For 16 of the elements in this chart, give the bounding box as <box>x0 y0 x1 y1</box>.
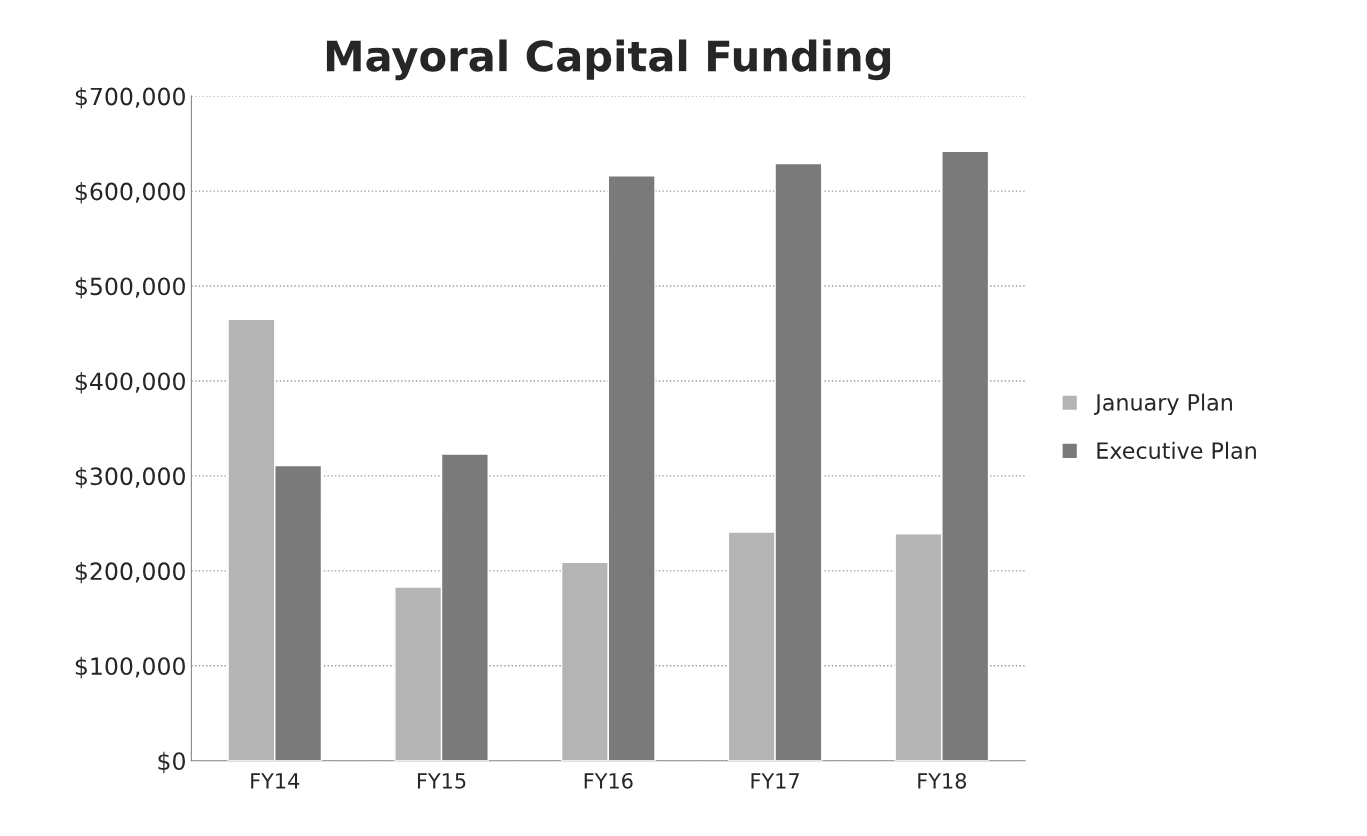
y-tick-label: $100,000 <box>75 656 185 679</box>
x-tick-label: FY15 <box>417 773 466 789</box>
legend-label: January Plan <box>1094 393 1232 416</box>
y-tick-label: $0 <box>158 751 185 774</box>
x-tick-label: FY14 <box>251 773 300 789</box>
y-tick-label: $300,000 <box>75 466 185 489</box>
x-tick-label: FY16 <box>584 772 633 789</box>
x-tick-label: FY18 <box>918 772 967 789</box>
chart-title: Mayoral Capital Funding <box>326 39 891 81</box>
legend-label: Executive Plan <box>1097 441 1256 459</box>
y-tick-label: $600,000 <box>75 182 185 204</box>
y-tick-label: $500,000 <box>75 277 185 299</box>
x-tick-label: FY17 <box>751 773 799 789</box>
y-tick-label: $200,000 <box>75 561 185 584</box>
y-tick-label: $700,000 <box>75 87 185 109</box>
y-tick-label: $400,000 <box>75 372 185 394</box>
